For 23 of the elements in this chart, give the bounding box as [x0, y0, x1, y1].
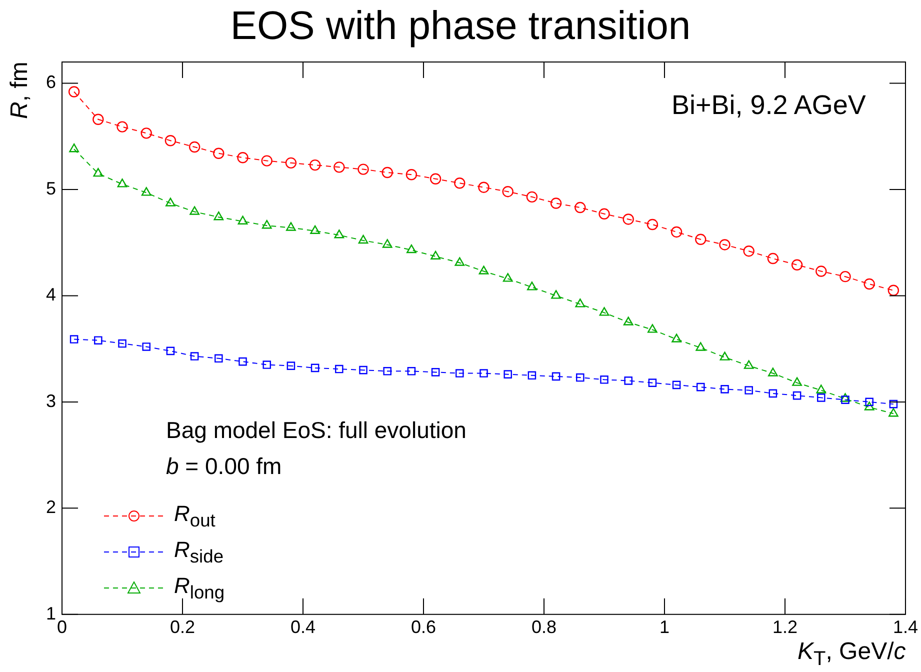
x-tick-label: 1.2 [772, 617, 798, 638]
legend-label: R$_{out}$ [174, 501, 216, 531]
legend-label: R$_{side}$ [174, 537, 224, 567]
x-tick-label: 0.6 [410, 617, 436, 638]
x-tick-label: 0.8 [531, 617, 557, 638]
y-tick-label: 4 [46, 284, 56, 305]
y-tick-label: 2 [46, 497, 56, 518]
legend-label: R$_{long}$ [174, 573, 225, 603]
annotation: b = 0.00 fm [166, 453, 282, 480]
y-tick-label: 6 [46, 72, 56, 92]
x-tick-label: 0.4 [290, 617, 316, 638]
y-axis-title: R, fm [6, 62, 34, 119]
y-tick-label: 1 [46, 603, 56, 624]
x-tick-label: 1 [659, 617, 670, 638]
y-tick-label: 3 [46, 390, 56, 411]
annotation: Bi+Bi, 9.2 AGeV [671, 90, 866, 121]
x-tick-label: 1.4 [892, 617, 918, 638]
x-axis-title: K$_{T}$, GeV/c [797, 638, 906, 672]
y-tick-label: 5 [46, 178, 56, 198]
x-tick-label: 0.2 [170, 617, 196, 638]
chart-title: EOS with phase transition [229, 4, 692, 49]
annotation: Bag model EoS: full evolution [166, 417, 466, 444]
x-tick-label: 0 [57, 617, 68, 638]
